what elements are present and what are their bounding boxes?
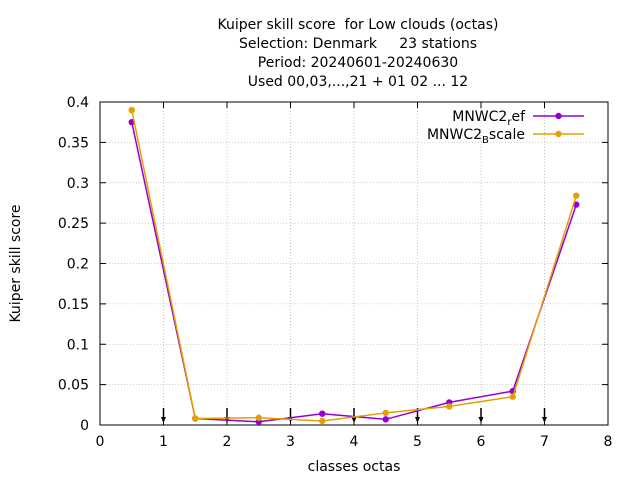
x-tick-label: 3 bbox=[286, 434, 295, 450]
legend-label-1: MNWC2Bscale bbox=[427, 127, 525, 146]
title-line: Selection: Denmark 23 stations bbox=[239, 36, 477, 52]
x-tick-label: 2 bbox=[223, 434, 232, 450]
legend-label-0: MNWC2ref bbox=[452, 109, 526, 128]
class-boundary-markers bbox=[161, 408, 547, 423]
x-tick-label: 0 bbox=[96, 434, 105, 450]
y-tick-label: 0.35 bbox=[58, 135, 89, 151]
series bbox=[128, 106, 580, 425]
y-axis-label: Kuiper skill score bbox=[8, 204, 24, 322]
boundary-arrow-head bbox=[478, 417, 484, 423]
data-point bbox=[382, 416, 389, 423]
legend-swatch-point-0 bbox=[555, 112, 562, 120]
data-point bbox=[382, 409, 389, 417]
x-tick-label: 4 bbox=[350, 434, 359, 450]
boundary-arrow-head bbox=[161, 417, 166, 423]
data-point bbox=[255, 414, 262, 421]
data-point bbox=[509, 393, 516, 400]
series-line-1 bbox=[131, 109, 578, 422]
y-tick-label: 0 bbox=[80, 418, 89, 434]
grid bbox=[100, 102, 608, 425]
y-tick-label: 0.25 bbox=[58, 216, 89, 232]
boundary-arrow-head bbox=[542, 417, 547, 423]
axis-ticks: 0 1 2 3 4 5 6 7 8 0 0.05 0.1 0.15 0.2 0.25 0.3 0.35 0.4 bbox=[58, 95, 613, 450]
x-tick-label: 7 bbox=[540, 434, 549, 450]
title-line: Kuiper skill score for Low clouds (octas… bbox=[218, 17, 499, 33]
y-tick-label: 0.3 bbox=[67, 176, 89, 192]
title-line: Used 00,03,...,21 + 01 02 ... 12 bbox=[248, 74, 468, 90]
data-point bbox=[319, 417, 326, 425]
series-line-0 bbox=[131, 122, 578, 423]
x-tick-label: 5 bbox=[413, 434, 422, 450]
data-point bbox=[128, 106, 135, 114]
y-tick-label: 0.1 bbox=[67, 337, 89, 353]
y-tick-label: 0.05 bbox=[58, 378, 89, 394]
chart-title: Kuiper skill score for Low clouds (octas… bbox=[218, 17, 499, 90]
y-tick-label: 0.2 bbox=[67, 257, 89, 273]
x-tick-label: 6 bbox=[477, 434, 486, 450]
y-tick-label: 0.15 bbox=[58, 297, 89, 313]
title-line: Period: 20240601-20240630 bbox=[258, 55, 458, 71]
data-point bbox=[192, 415, 199, 422]
x-axis-label: classes octas bbox=[308, 459, 401, 475]
data-point bbox=[319, 410, 326, 417]
x-tick-label: 1 bbox=[159, 434, 168, 450]
data-point bbox=[573, 192, 580, 199]
boundary-arrow-head bbox=[415, 417, 420, 423]
legend-swatch-point-1 bbox=[555, 130, 562, 138]
data-point bbox=[446, 403, 453, 410]
y-tick-label: 0.4 bbox=[67, 95, 89, 111]
boundary-arrow-head bbox=[351, 417, 357, 423]
x-tick-label: 8 bbox=[604, 434, 613, 450]
